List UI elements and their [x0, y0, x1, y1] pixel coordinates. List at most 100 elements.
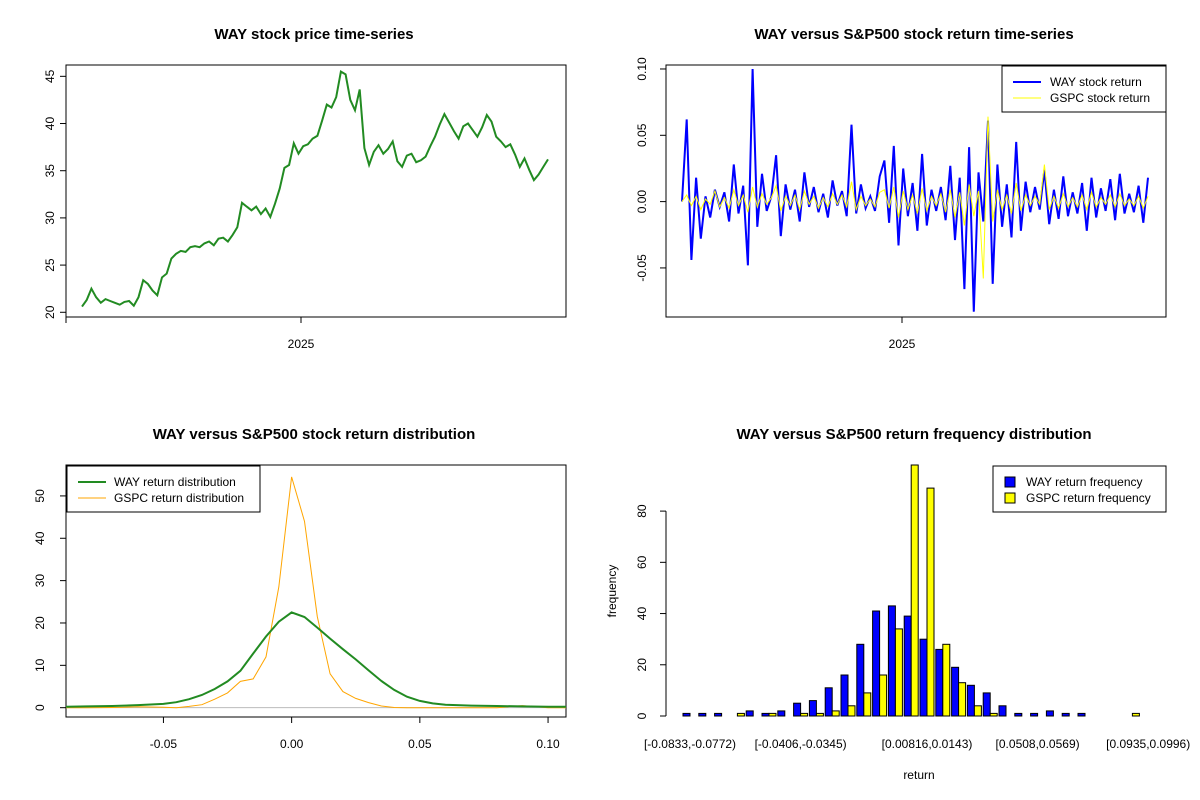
way-density-curve	[65, 611, 566, 708]
x-tick-label: [0.0508,0.0569)	[996, 737, 1080, 751]
chart-title: WAY versus S&P500 return frequency distr…	[736, 426, 1091, 443]
way-frequency-bar	[982, 692, 991, 717]
plot-frame	[665, 64, 1167, 318]
gspc-frequency-bar	[736, 712, 745, 717]
x-tick-label: -0.05	[150, 737, 178, 751]
way-frequency-bar	[1014, 712, 1023, 717]
y-tick-label: 20	[635, 658, 649, 672]
plot-frame	[65, 464, 567, 718]
y-tick-label: 0.10	[635, 57, 649, 81]
x-tick-label: 0.00	[280, 737, 304, 751]
x-tick-label: 0.10	[536, 737, 560, 751]
way-frequency-bar	[682, 712, 691, 717]
legend-swatch-gspc	[1004, 492, 1016, 504]
legend-label-gspc: GSPC return frequency	[1026, 491, 1151, 505]
way-frequency-bar	[903, 615, 912, 717]
chart-title: WAY versus S&P500 stock return time-seri…	[754, 26, 1073, 43]
y-tick-label: 40	[635, 607, 649, 621]
y-tick-label: 50	[33, 489, 47, 503]
axes: 0 20 40 60 80 [-0.0833,-0.0772) [-0.0406,-0.03…	[635, 504, 1190, 751]
price-time-series-panel: WAY stock price time-series 202530354045…	[43, 26, 567, 351]
way-frequency-bar	[777, 710, 786, 717]
y-tick-label: 20	[43, 305, 57, 319]
chart-title: WAY versus S&P500 stock return distribut…	[153, 426, 476, 443]
legend-label-way: WAY return distribution	[114, 475, 236, 489]
way-frequency-bar	[856, 643, 865, 717]
legend: WAY return distribution GSPC return dist…	[66, 465, 261, 513]
way-frequency-bar	[824, 687, 833, 717]
legend-box	[1001, 65, 1167, 113]
gspc-density-curve	[66, 476, 566, 709]
gspc-frequency-bar	[831, 710, 840, 717]
y-tick-label: 0	[635, 712, 649, 719]
x-tick-label: 2025	[889, 337, 916, 351]
way-frequency-bar	[1030, 712, 1039, 717]
way-frequency-bar	[793, 702, 802, 717]
y-tick-label: 45	[43, 69, 57, 83]
legend-label-way: WAY return frequency	[1026, 475, 1143, 489]
way-frequency-bar	[698, 712, 707, 717]
gspc-frequency-bar	[989, 712, 998, 717]
x-tick-label: [-0.0406,-0.0345)	[755, 737, 847, 751]
way-frequency-bar	[1077, 712, 1086, 717]
y-tick-label: 0	[33, 704, 47, 711]
histogram-bars	[682, 464, 1140, 717]
y-tick-label: -0.05	[635, 254, 649, 282]
x-tick-label: [-0.0833,-0.0772)	[644, 737, 736, 751]
gspc-return-line	[681, 116, 1149, 279]
y-tick-label: 0.00	[635, 190, 649, 214]
legend-box	[66, 465, 261, 513]
y-tick-label: 10	[33, 658, 47, 672]
x-axis-label: return	[903, 768, 934, 782]
gspc-frequency-bar	[847, 705, 856, 717]
way-frequency-bar	[1061, 712, 1070, 717]
legend-swatch-way	[1004, 476, 1016, 488]
legend-label-gspc: GSPC return distribution	[114, 491, 244, 505]
return-distribution-panel: WAY versus S&P500 stock return distribut…	[33, 426, 567, 751]
way-frequency-bar	[935, 648, 944, 717]
gspc-frequency-bar	[879, 674, 888, 717]
y-tick-label: 30	[33, 574, 47, 588]
gspc-frequency-bar	[815, 712, 824, 717]
x-tick-label: 2025	[288, 337, 315, 351]
y-tick-label: 80	[635, 504, 649, 518]
gspc-frequency-bar	[910, 464, 919, 717]
y-tick-label: 30	[43, 211, 57, 225]
y-tick-label: 0.05	[635, 123, 649, 147]
way-price-line	[81, 70, 549, 308]
gspc-frequency-bar	[1131, 712, 1140, 717]
x-tick-label: 0.05	[408, 737, 432, 751]
way-frequency-bar	[966, 684, 975, 717]
gspc-frequency-bar	[942, 643, 951, 717]
gspc-frequency-bar	[958, 682, 967, 717]
way-frequency-bar	[808, 700, 817, 717]
return-time-series-panel: WAY versus S&P500 stock return time-seri…	[635, 26, 1167, 351]
y-tick-label: 25	[43, 258, 57, 272]
legend: WAY stock return GSPC stock return	[1001, 65, 1167, 113]
legend-label-way: WAY stock return	[1050, 75, 1142, 89]
axes: -0.05 0.00 0.05 0.10 2025	[635, 57, 916, 351]
axes: 0 10 20 30 40 50 -0.05 0.00 0.05 0.10	[33, 489, 560, 751]
way-frequency-bar	[761, 712, 770, 717]
y-tick-label: 40	[43, 117, 57, 131]
y-tick-label: 40	[33, 531, 47, 545]
legend: WAY return frequency GSPC return frequen…	[992, 465, 1167, 513]
way-frequency-bar	[872, 610, 881, 717]
chart-title: WAY stock price time-series	[214, 26, 413, 43]
gspc-frequency-bar	[863, 692, 872, 717]
x-tick-label: [0.0935,0.0996)	[1106, 737, 1190, 751]
y-tick-label: 35	[43, 164, 57, 178]
way-frequency-bar	[840, 674, 849, 717]
plot-frame	[65, 64, 567, 318]
return-frequency-panel: WAY versus S&P500 return frequency distr…	[605, 426, 1190, 782]
gspc-frequency-bar	[973, 705, 982, 717]
way-frequency-bar	[714, 712, 723, 717]
way-frequency-bar	[745, 710, 754, 717]
way-frequency-bar	[1045, 710, 1054, 717]
way-frequency-bar	[919, 638, 928, 717]
y-tick-label: 60	[635, 555, 649, 569]
legend-box	[992, 465, 1167, 513]
way-frequency-bar	[998, 705, 1007, 717]
